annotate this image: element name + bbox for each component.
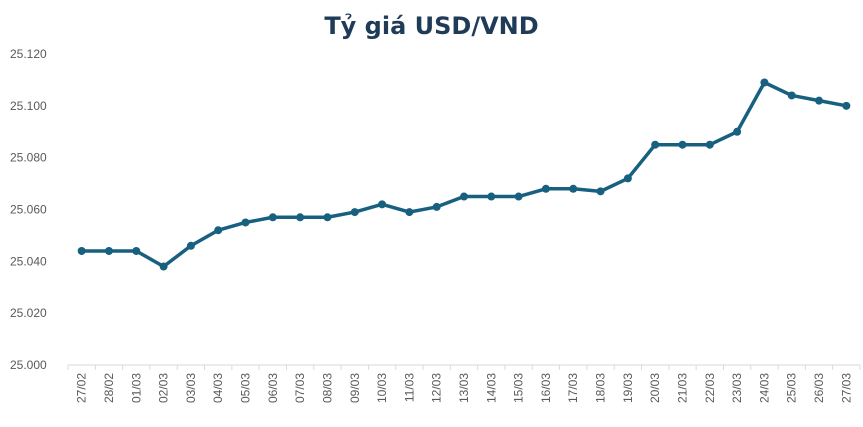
data-point xyxy=(733,127,742,136)
x-tick-label: 23/03 xyxy=(730,373,744,403)
data-point xyxy=(241,218,250,227)
x-tick-label: 02/03 xyxy=(157,373,171,403)
data-point xyxy=(378,200,387,209)
x-tick-label: 05/03 xyxy=(239,373,253,403)
x-tick-label: 20/03 xyxy=(648,373,662,403)
data-point xyxy=(651,140,660,149)
x-tick-label: 25/03 xyxy=(785,373,799,403)
data-point xyxy=(623,174,632,183)
data-point xyxy=(350,208,359,217)
data-point xyxy=(132,246,141,255)
x-tick-label: 07/03 xyxy=(293,373,307,403)
x-tick-label: 17/03 xyxy=(566,373,580,403)
data-point xyxy=(104,246,113,255)
data-point xyxy=(186,241,195,250)
y-tick-label: 25.120 xyxy=(10,47,47,61)
data-point xyxy=(405,208,414,217)
x-tick-label: 13/03 xyxy=(457,373,471,403)
x-tick-label: 19/03 xyxy=(621,373,635,403)
data-point xyxy=(541,184,550,193)
x-tick-label: 03/03 xyxy=(184,373,198,403)
x-tick-label: 26/03 xyxy=(812,373,826,403)
x-tick-label: 28/02 xyxy=(102,373,116,403)
x-tick-label: 24/03 xyxy=(757,373,771,403)
data-point xyxy=(760,78,769,87)
y-tick-label: 25.100 xyxy=(10,99,47,113)
x-tick-label: 04/03 xyxy=(211,373,225,403)
data-point xyxy=(296,213,305,222)
y-tick-label: 25.080 xyxy=(10,151,47,165)
data-point xyxy=(596,187,605,196)
y-tick-label: 25.060 xyxy=(10,203,47,217)
x-tick-label: 18/03 xyxy=(594,373,608,403)
x-tick-label: 06/03 xyxy=(266,373,280,403)
y-tick-label: 25.000 xyxy=(10,358,47,372)
data-point xyxy=(514,192,523,201)
x-tick-label: 14/03 xyxy=(484,373,498,403)
x-tick-label: 11/03 xyxy=(402,373,416,402)
x-tick-label: 16/03 xyxy=(539,373,553,403)
data-point xyxy=(842,101,851,110)
data-point xyxy=(268,213,277,222)
x-tick-label: 27/03 xyxy=(839,373,853,403)
data-point xyxy=(460,192,468,201)
series-line xyxy=(81,80,847,269)
data-point xyxy=(214,226,223,235)
chart-title: Tỷ giá USD/VND xyxy=(324,12,539,40)
x-tick-label: 09/03 xyxy=(348,373,362,403)
data-point xyxy=(678,140,687,149)
data-point xyxy=(487,192,496,201)
y-tick-label: 25.020 xyxy=(10,306,47,320)
data-point xyxy=(77,246,86,255)
x-tick-label: 12/03 xyxy=(430,373,444,403)
data-point xyxy=(787,91,796,100)
x-tick-label: 27/02 xyxy=(75,373,89,403)
data-point xyxy=(432,202,441,211)
x-tick-label: 22/03 xyxy=(703,373,717,403)
data-point xyxy=(705,140,714,149)
data-point xyxy=(159,262,168,271)
x-tick-label: 21/03 xyxy=(675,373,689,403)
x-tick-label: 15/03 xyxy=(512,373,526,403)
x-tick-label: 10/03 xyxy=(375,373,389,403)
data-point xyxy=(323,213,332,222)
x-tick-label: 01/03 xyxy=(129,373,143,403)
x-tick-label: 08/03 xyxy=(320,373,334,403)
y-tick-label: 25.040 xyxy=(10,254,47,268)
data-point xyxy=(815,96,824,105)
data-point xyxy=(569,184,578,193)
